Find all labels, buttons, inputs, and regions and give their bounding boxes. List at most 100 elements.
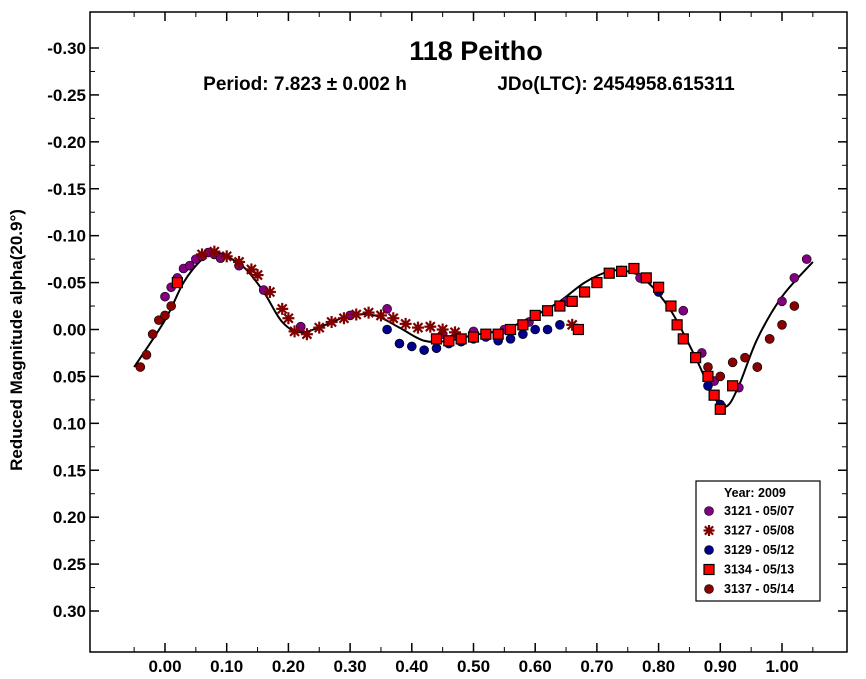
chart-subtitle-period: Period: 7.823 ± 0.002 h [203,74,407,95]
y-tick-label: 0.30 [53,602,86,621]
data-point [411,321,424,334]
data-point [492,328,504,340]
legend-marker [703,525,715,536]
y-tick-label: 0.00 [53,321,86,340]
data-point [566,295,578,307]
data-point [801,254,812,264]
data-point [677,333,689,345]
data-points-layer [135,245,812,415]
x-tick-label: 0.40 [395,657,428,676]
x-tick-label: 0.70 [580,657,613,676]
data-point [703,380,713,391]
legend-label: 3134 - 05/13 [724,563,794,577]
x-tick-label: 0.20 [272,657,305,676]
y-tick-label: -0.10 [47,227,86,246]
data-point [424,320,437,333]
data-point [504,323,517,336]
data-point [467,331,480,343]
data-point [263,285,276,298]
data-point [166,301,176,311]
data-point [374,309,387,322]
x-tick-label: 0.90 [704,657,737,676]
x-tick-label: 1.00 [765,657,798,676]
data-point [789,301,800,311]
data-point [752,362,763,372]
data-point [208,245,221,258]
data-point [542,324,553,335]
y-tick-label: 0.05 [53,367,86,386]
y-tick-label: 0.25 [53,555,86,574]
legend-label: 3121 - 05/07 [724,504,794,518]
data-point [276,302,289,315]
data-point [282,312,295,325]
data-point [665,300,677,312]
legend-title: Year: 2009 [724,486,786,500]
data-point [300,328,313,341]
x-tick-label: 0.00 [148,657,181,676]
legend-items: 3121 - 05/07 3127 - 05/08 3129 - 05/12 3134… [703,504,794,596]
data-point [652,281,665,293]
data-point [678,305,689,316]
data-point [455,333,467,345]
data-point [714,403,726,415]
data-point [740,352,750,363]
series-2 [196,245,579,341]
data-point [394,338,405,349]
data-point [671,319,683,331]
legend-box [695,480,821,602]
legend-marker [703,563,715,576]
data-point [325,315,338,328]
data-point [406,341,417,352]
data-point [603,267,615,279]
data-point [591,276,603,289]
data-point [640,272,652,284]
data-point [251,269,264,282]
y-tick-label: 0.20 [53,508,86,527]
legend-label: 3127 - 05/08 [724,524,794,538]
y-tick-label: -0.20 [47,133,86,152]
data-point [362,306,375,319]
data-point [615,265,628,277]
data-point [141,350,152,360]
y-tick-label: 0.10 [53,414,86,433]
legend: Year: 2009 3121 - 05/07 3127 - 05/08 3129 … [695,480,821,602]
data-point [628,262,640,275]
x-axis: 0.00 0.10 0.20 0.30 0.40 0.50 0.60 0.70 0.80 0.90… [133,12,814,676]
data-point [147,329,158,339]
data-point [554,300,566,312]
data-point [517,319,529,331]
data-point [430,333,443,345]
data-point [727,380,739,392]
data-point [431,343,442,354]
data-point [572,323,584,336]
data-point [555,320,565,330]
y-axis-label: Reduced Magnitude alpha(20.9°) [7,209,26,471]
data-point [184,260,195,271]
data-point [578,286,591,298]
chart-subtitle-epoch: JDo(LTC): 2454958.615311 [497,74,735,95]
data-point [690,352,702,364]
data-point [789,273,800,283]
x-tick-label: 0.60 [519,657,552,676]
data-point [436,323,449,336]
y-tick-label: -0.25 [47,86,86,105]
data-point [529,309,541,322]
y-axis: -0.30 -0.25 -0.20 -0.15 -0.10 -0.05 0.00 0.05 0.… [47,39,847,621]
x-tick-label: 0.30 [334,657,367,676]
legend-label: 3137 - 05/14 [724,582,794,596]
data-point [196,248,209,261]
data-point [350,308,363,321]
data-point [727,357,738,368]
legend-marker [704,584,714,594]
data-point [135,362,146,372]
y-tick-label: 0.15 [53,461,86,480]
series-5 [135,301,800,382]
data-point [419,345,429,355]
series-4 [171,262,739,415]
x-tick-label: 0.10 [210,657,243,676]
data-point [387,312,400,325]
data-point [171,276,183,289]
legend-marker [704,506,714,516]
data-point [288,325,301,338]
